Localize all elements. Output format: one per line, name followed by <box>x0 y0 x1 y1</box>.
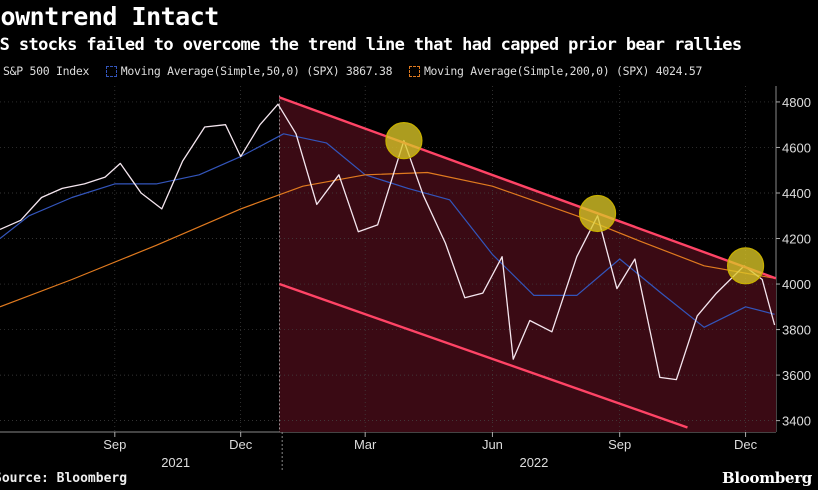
x-tick-label: Jun <box>482 437 503 452</box>
x-tick-label: Sep <box>608 437 631 452</box>
y-tick-label: 4600 <box>782 140 811 155</box>
x-year-label: 2021 <box>161 455 190 470</box>
series-line-0 <box>0 103 776 381</box>
y-tick-label: 3800 <box>782 323 811 338</box>
y-tick-label: 4000 <box>782 277 811 292</box>
legend-label-spx: S&P 500 Index <box>3 64 90 78</box>
rally-highlight-circle <box>385 122 423 160</box>
legend-label-ma200: Moving Average(Simple,200,0) (SPX) 4024.… <box>423 64 703 78</box>
legend-swatch-ma50 <box>105 65 117 77</box>
series-line-1 <box>0 133 775 328</box>
legend-item-ma50: Moving Average(Simple,50,0) (SPX) 3867.3… <box>105 64 393 78</box>
y-tick-label: 3600 <box>782 368 811 383</box>
x-tick-label: Sep <box>103 437 126 452</box>
y-tick-label: 4200 <box>782 232 811 247</box>
x-tick-label: Dec <box>229 437 253 452</box>
y-tick-label: 3400 <box>782 414 811 429</box>
chart-subtitle: US stocks failed to overcome the trend l… <box>0 35 742 55</box>
upper-trend-line <box>279 96 776 280</box>
x-tick-label: Dec <box>734 437 758 452</box>
chart-title: Downtrend Intact <box>0 2 219 31</box>
series-line-2 <box>0 171 775 308</box>
rally-highlight-circle <box>578 194 617 233</box>
trend-channel-fill <box>279 97 776 432</box>
x-year-label: 2022 <box>519 455 548 470</box>
legend-item-ma200: Moving Average(Simple,200,0) (SPX) 4024.… <box>408 64 703 78</box>
y-tick-label: 4400 <box>782 186 811 201</box>
y-tick-label: 4800 <box>782 95 811 110</box>
legend-swatch-ma200 <box>408 65 420 77</box>
rally-highlight-circle <box>726 247 765 285</box>
legend-item-spx: S&P 500 Index <box>0 64 89 78</box>
lower-trend-line <box>279 282 688 429</box>
x-tick-label: Mar <box>354 437 377 452</box>
legend-label-ma50: Moving Average(Simple,50,0) (SPX) 3867.3… <box>120 64 393 78</box>
bloomberg-logo: Bloomberg <box>722 469 812 487</box>
legend: S&P 500 Index Moving Average(Simple,50,0… <box>0 64 712 80</box>
source-note: Source: Bloomberg <box>0 471 128 486</box>
